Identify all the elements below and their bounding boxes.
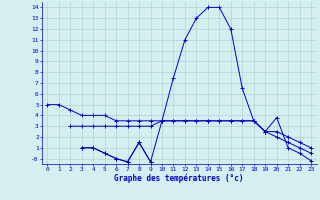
X-axis label: Graphe des températures (°c): Graphe des températures (°c) [115, 173, 244, 183]
